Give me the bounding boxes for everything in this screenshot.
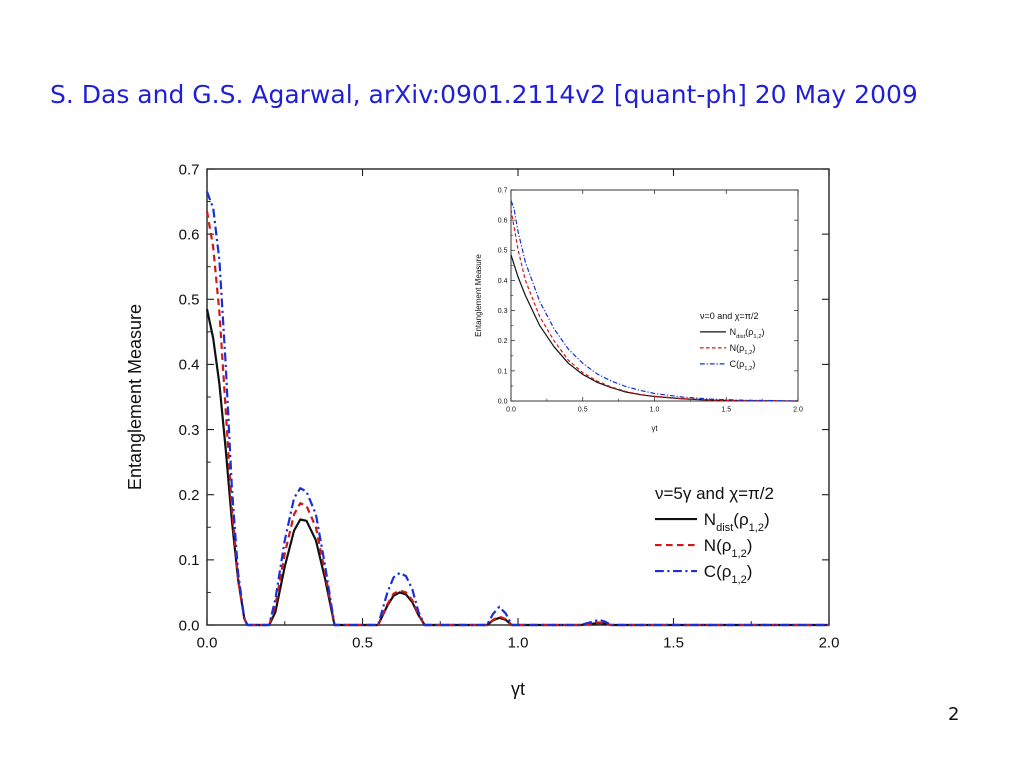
legend-label-1: Ndist(ρ1,2)	[704, 510, 770, 534]
series-line-3	[510, 200, 799, 402]
legend-label-1: Ndist(ρ1,2)	[730, 327, 765, 340]
legend-label-2: N(ρ1,2)	[730, 343, 756, 356]
x-tick-label: 0.0	[197, 635, 218, 652]
x-tick-label: 1.0	[508, 635, 529, 652]
y-tick-label: 0.4	[179, 357, 200, 374]
y-tick-label: 0.7	[179, 161, 200, 178]
y-tick-label: 0.7	[498, 187, 508, 194]
slide-title: S. Das and G.S. Agarwal, arXiv:0901.2114…	[50, 80, 918, 109]
x-tick-label: 1.5	[663, 635, 684, 652]
y-tick-label: 0.1	[498, 368, 508, 375]
x-tick-label: 0.5	[352, 635, 373, 652]
y-tick-label: 0.3	[498, 308, 508, 315]
x-tick-label: 1.5	[721, 407, 731, 414]
legend-label-2: N(ρ1,2)	[704, 536, 753, 560]
y-tick-label: 0.5	[498, 248, 508, 255]
y-tick-label: 0.1	[179, 552, 200, 569]
series-line-2	[510, 209, 799, 402]
plot-frame	[510, 189, 799, 402]
y-tick-label: 0.4	[498, 278, 508, 285]
y-tick-label: 0.6	[179, 226, 200, 243]
y-tick-label: 0.3	[179, 422, 200, 439]
y-tick-label: 0.0	[498, 398, 508, 405]
legend-label-3: C(ρ1,2)	[704, 562, 753, 586]
y-tick-label: 0.5	[179, 292, 200, 309]
y-tick-label: 0.2	[498, 338, 508, 345]
x-axis-label: γt	[651, 424, 658, 433]
series-line-3	[205, 191, 829, 627]
legend-label-3: C(ρ1,2)	[730, 359, 756, 372]
x-tick-label: 0.0	[506, 407, 516, 414]
legend-heading: ν=0 and χ=π/2	[700, 311, 758, 321]
x-axis-label: γt	[511, 679, 525, 699]
y-tick-label: 0.6	[498, 218, 508, 225]
x-tick-label: 0.5	[578, 407, 588, 414]
legend-heading: ν=5γ and χ=π/2	[655, 484, 774, 503]
y-tick-label: 0.2	[179, 487, 200, 504]
inset-chart: 0.0 0.5 1.0 1.5 2.0 0.0 0.1 0.2 0.3 0.4 0.5 0.6 0.7 γ…	[474, 187, 803, 433]
x-tick-label: 1.0	[650, 407, 660, 414]
page-number: 2	[948, 704, 960, 725]
y-tick-label: 0.0	[179, 617, 200, 634]
x-tick-label: 2.0	[793, 407, 803, 414]
y-axis-label: Entanglement Measure	[125, 304, 145, 490]
y-axis-label: Entanglement Measure	[474, 254, 483, 337]
x-tick-label: 2.0	[819, 635, 840, 652]
